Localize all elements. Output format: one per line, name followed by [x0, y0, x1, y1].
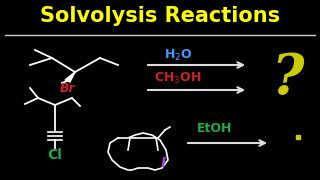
Text: Br: Br: [60, 82, 76, 94]
Text: Cl: Cl: [48, 148, 62, 162]
Text: EtOH: EtOH: [197, 122, 233, 134]
Polygon shape: [65, 72, 75, 82]
Text: H$_2$O: H$_2$O: [164, 48, 192, 63]
Text: CH$_3$OH: CH$_3$OH: [154, 70, 202, 85]
Text: ?: ?: [272, 51, 304, 105]
Text: I: I: [160, 156, 165, 170]
Text: Solvolysis Reactions: Solvolysis Reactions: [40, 6, 280, 26]
